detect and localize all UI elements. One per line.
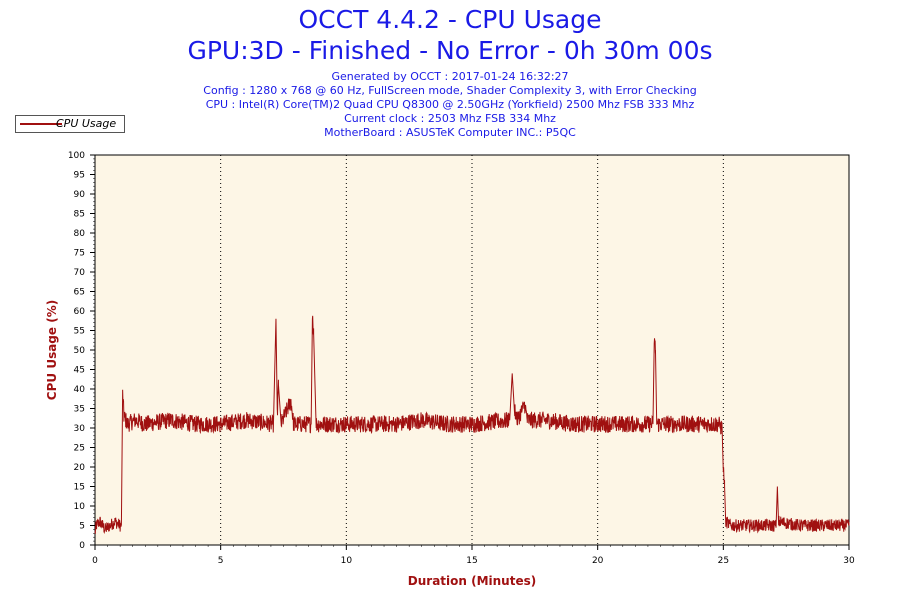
legend: CPU Usage: [15, 115, 125, 133]
y-tick-label-35: 35: [74, 405, 85, 415]
x-tick-label-25: 25: [718, 556, 729, 566]
y-tick-label-80: 80: [74, 229, 86, 239]
y-tick-label-25: 25: [74, 444, 85, 454]
generated-info: Generated by OCCT : 2017-01-24 16:32:27: [331, 70, 569, 83]
y-tick-label-95: 95: [74, 171, 85, 181]
x-tick-label-10: 10: [341, 556, 353, 566]
y-tick-label-5: 5: [79, 522, 85, 532]
y-tick-label-60: 60: [74, 307, 86, 317]
grid-lines: [220, 155, 724, 545]
x-tick-label-20: 20: [592, 556, 604, 566]
x-axis-label: Duration (Minutes): [408, 574, 536, 588]
y-tick-label-30: 30: [74, 424, 86, 434]
plot-area: [94, 154, 850, 546]
y-tick-label-0: 0: [79, 541, 85, 551]
x-tick-label-5: 5: [218, 556, 224, 566]
chart-subtitle: GPU:3D - Finished - No Error - 0h 30m 00…: [187, 36, 713, 65]
y-axis-label: CPU Usage (%): [45, 300, 59, 400]
y-tick-label-100: 100: [68, 151, 85, 161]
x-axis: 0 5 10 15 20 25 30: [92, 545, 855, 566]
x-tick-label-15: 15: [466, 556, 477, 566]
chart-title: OCCT 4.4.2 - CPU Usage: [298, 5, 602, 34]
y-tick-label-65: 65: [74, 288, 85, 298]
y-tick-label-55: 55: [74, 327, 85, 337]
y-tick-label-70: 70: [74, 268, 86, 278]
y-tick-label-10: 10: [74, 502, 86, 512]
x-tick-label-0: 0: [92, 556, 98, 566]
config-info: Config : 1280 x 768 @ 60 Hz, FullScreen …: [203, 84, 697, 97]
y-axis: 0 5 10 15 20 25 30 35 40 45 50 55 60 65 70 75 80 85 90 95 10…: [68, 151, 95, 551]
motherboard-info: MotherBoard : ASUSTeK Computer INC.: P5Q…: [324, 126, 576, 139]
cpu-usage-series-line: [94, 315, 850, 535]
y-tick-label-40: 40: [74, 385, 86, 395]
y-tick-label-50: 50: [74, 346, 86, 356]
cpu-info: CPU : Intel(R) Core(TM)2 Quad CPU Q8300 …: [205, 98, 695, 111]
y-tick-label-75: 75: [74, 249, 85, 259]
x-tick-label-30: 30: [843, 556, 855, 566]
y-tick-label-90: 90: [74, 190, 86, 200]
legend-label: CPU Usage: [56, 117, 117, 130]
y-tick-label-15: 15: [74, 483, 85, 493]
y-tick-label-85: 85: [74, 210, 85, 220]
legend-swatch: [20, 123, 62, 125]
y-tick-label-45: 45: [74, 366, 85, 376]
clock-info: Current clock : 2503 Mhz FSB 334 Mhz: [344, 112, 556, 125]
y-tick-label-20: 20: [74, 463, 86, 473]
